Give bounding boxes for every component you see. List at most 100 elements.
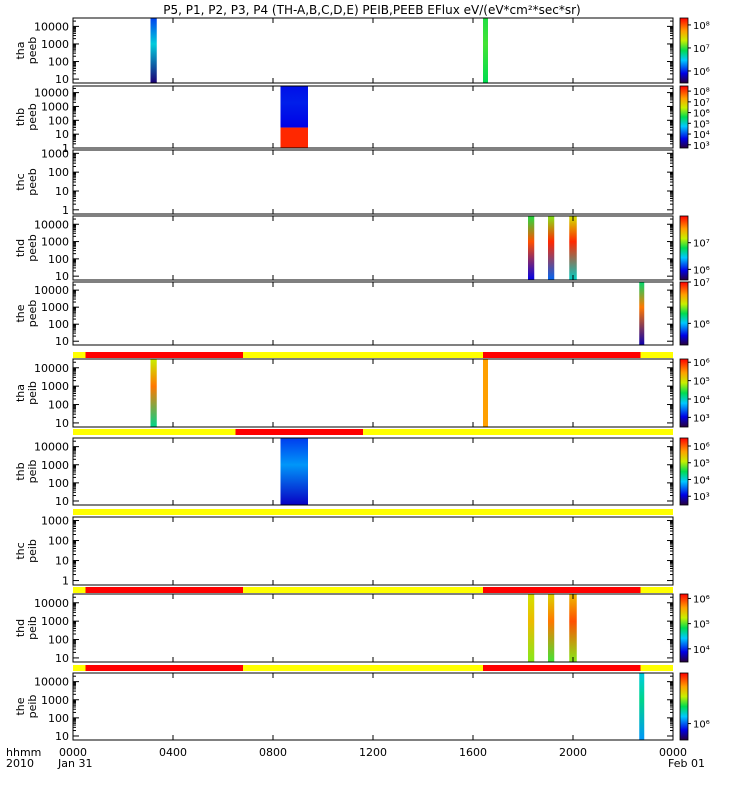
panel-thd-peib: 10 100 1000 10000 thd peib 10⁴ 10⁵ 10⁶ — [14, 593, 710, 665]
y-tick-label: 10000 — [34, 20, 69, 33]
panel-label-quantity: peeb — [26, 300, 39, 328]
colorbar-tick-label: 10⁷ — [693, 239, 710, 250]
panel-label-quantity: peeb — [26, 168, 39, 196]
colorbar-tick-label: 10³ — [693, 141, 710, 152]
colorbar-tick-label: 10⁷ — [693, 98, 710, 109]
colorbar-tick-label: 10⁶ — [693, 109, 710, 120]
x-tick-label: 0000 — [659, 746, 687, 759]
status-segment — [363, 429, 673, 435]
status-segment — [85, 352, 243, 358]
colorbar-tick-label: 10⁵ — [693, 620, 710, 631]
panel-frame — [72, 17, 674, 84]
panel-label-probe: thb — [14, 462, 27, 480]
y-tick-label: 100 — [48, 535, 69, 548]
spectrogram-block — [150, 18, 157, 83]
spectrogram-block — [569, 216, 577, 280]
colorbar-tick-label: 10⁶ — [693, 265, 710, 276]
colorbar — [679, 281, 689, 346]
status-segment — [640, 352, 673, 358]
y-tick-label: 1000 — [41, 301, 69, 314]
panel-thc-peeb: 1 10 100 1000 thc peeb — [14, 147, 674, 217]
panel-frame — [72, 593, 674, 663]
colorbar — [679, 593, 689, 663]
panel-the-peib: 10 100 1000 10000 the peib 10⁶ — [14, 672, 710, 743]
panel-thc-peib: 1 10 100 1000 thc peib — [14, 515, 674, 588]
spectrogram-block — [150, 359, 157, 427]
y-tick-label: 10 — [55, 495, 69, 508]
panel-label-probe: tha — [14, 41, 27, 59]
x-axis: hhmm 2010 Jan 31 Feb 01 0000 0400 0800 1200… — [6, 746, 705, 770]
colorbar-tick-label: 10⁵ — [693, 459, 710, 470]
y-tick-label: 10 — [55, 555, 69, 568]
panel-frame — [72, 281, 674, 346]
x-tick-label: 1200 — [359, 746, 387, 759]
y-tick-label: 100 — [48, 399, 69, 412]
y-tick-label: 100 — [48, 56, 69, 69]
panel-frame — [72, 85, 674, 149]
status-segment — [243, 352, 483, 358]
panel-thd-peeb: 10 100 1000 10000 thd peeb 10⁶ 10⁷ — [14, 215, 710, 283]
colorbar — [679, 215, 689, 281]
y-tick-label: 1000 — [41, 694, 69, 707]
panel-label-probe: tha — [14, 384, 27, 402]
colorbar-tick-label: 10⁷ — [693, 278, 710, 289]
y-tick-label: 1 — [62, 575, 69, 588]
y-tick-label: 10000 — [34, 218, 69, 231]
status-bar — [73, 352, 673, 358]
y-tick-label: 100 — [48, 253, 69, 266]
colorbar — [679, 358, 689, 428]
y-tick-label: 10 — [55, 652, 69, 665]
y-tick-label: 10 — [55, 270, 69, 283]
y-tick-label: 10000 — [34, 362, 69, 375]
status-segment — [235, 429, 363, 435]
status-segment — [243, 665, 483, 671]
spectrogram-block — [280, 127, 308, 148]
status-segment — [640, 665, 673, 671]
panel-label-quantity: peib — [26, 616, 39, 640]
x-axis-date-end: Feb 01 — [668, 757, 705, 770]
status-segment — [73, 429, 236, 435]
y-tick-label: 10 — [55, 335, 69, 348]
colorbar-tick-label: 10³ — [693, 413, 710, 424]
status-bars — [73, 352, 673, 671]
spectrogram-block — [528, 216, 535, 280]
y-tick-label: 10 — [55, 128, 69, 141]
colorbar-tick-label: 10⁶ — [693, 67, 710, 78]
colorbar-tick-label: 10⁸ — [693, 87, 710, 98]
y-tick-label: 1000 — [41, 147, 69, 160]
colorbar — [679, 437, 689, 506]
panel-frame — [72, 437, 674, 506]
panel-label-quantity: peib — [26, 460, 39, 484]
panel-label-quantity: peeb — [26, 103, 39, 131]
y-tick-label: 1000 — [41, 459, 69, 472]
colorbar-tick-label: 10⁴ — [693, 395, 710, 406]
y-tick-label: 10000 — [34, 441, 69, 454]
y-tick-label: 1000 — [41, 236, 69, 249]
colorbar-tick-label: 10⁶ — [693, 594, 710, 605]
status-segment — [85, 665, 243, 671]
panel-frame — [72, 516, 674, 586]
y-tick-label: 100 — [48, 318, 69, 331]
colorbar-tick-label: 10⁶ — [693, 442, 710, 453]
colorbar-tick-label: 10⁶ — [693, 358, 710, 369]
y-tick-label: 1000 — [41, 38, 69, 51]
colorbar-tick-label: 10³ — [693, 492, 710, 503]
y-tick-label: 10000 — [34, 676, 69, 689]
y-tick-label: 10 — [55, 730, 69, 743]
status-segment — [73, 665, 86, 671]
y-tick-label: 100 — [48, 477, 69, 490]
status-bar — [73, 429, 673, 435]
colorbar-tick-label: 10⁴ — [693, 645, 710, 656]
status-segment — [640, 587, 673, 593]
panel-frame — [72, 149, 674, 215]
panel-tha-peib: 10 100 1000 10000 tha peib 10³ 10⁴ 10⁵ 10⁶ — [14, 358, 710, 430]
colorbar-tick-label: 10⁷ — [693, 44, 710, 55]
panel-tha-peeb: 10 100 1000 10000 tha peeb 10⁶ 10⁷ 10⁸ — [14, 17, 710, 86]
status-bar — [73, 587, 673, 593]
panel-label-quantity: peib — [26, 381, 39, 405]
y-tick-label: 100 — [48, 166, 69, 179]
status-segment — [73, 509, 673, 515]
y-tick-label: 1000 — [41, 380, 69, 393]
y-tick-label: 100 — [48, 712, 69, 725]
